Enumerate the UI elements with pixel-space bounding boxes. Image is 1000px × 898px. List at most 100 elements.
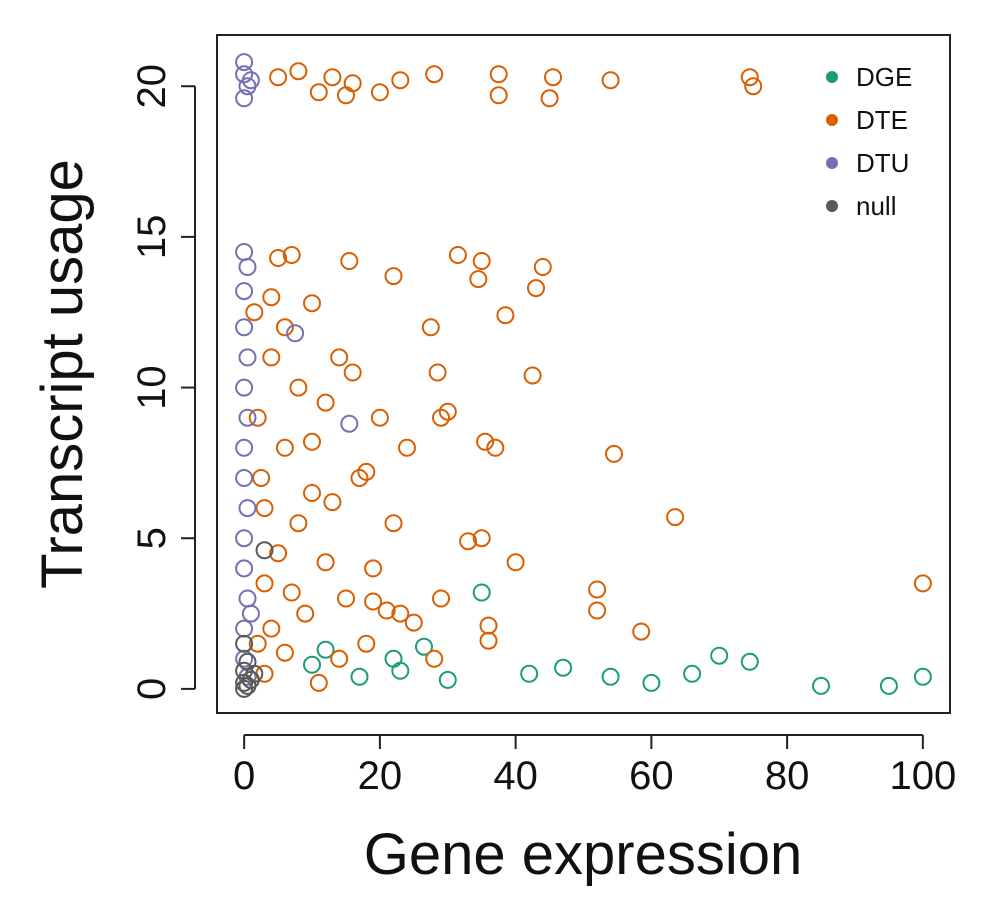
point-dge-2: [316, 640, 335, 659]
point-dte-65: [296, 604, 315, 623]
point-dte-77: [343, 363, 362, 382]
point-dge-6: [303, 655, 321, 674]
point-dte-74: [289, 514, 308, 533]
point-dtu-6: [238, 258, 257, 276]
point-dte-78: [357, 462, 376, 481]
point-dte-39: [479, 631, 498, 650]
y-tick-label-1: 5: [130, 527, 174, 549]
point-dge-1: [415, 637, 433, 656]
point-dte-81: [404, 613, 423, 632]
point-dte-30: [486, 438, 505, 457]
point-dte-71: [262, 348, 281, 367]
point-dte-62: [255, 499, 274, 518]
point-dtu-15: [235, 529, 254, 548]
point-dte-41: [459, 532, 478, 551]
point-dge-5: [740, 652, 759, 671]
point-dge-13: [438, 670, 457, 689]
point-dte-5: [391, 71, 410, 90]
point-dte-53: [303, 294, 321, 313]
point-dte-9: [601, 71, 620, 90]
point-dtu-4: [241, 71, 260, 90]
point-dte-14: [309, 83, 328, 102]
point-dte-64: [282, 583, 301, 602]
point-dte-19: [527, 279, 545, 298]
point-dte-7: [489, 65, 508, 84]
y-axis-label: Transcript usage: [30, 159, 95, 589]
point-dte-35: [588, 580, 607, 599]
point-dte-2: [323, 68, 342, 87]
point-dte-12: [540, 89, 559, 108]
point-dte-76: [316, 393, 335, 412]
point-dte-43: [432, 589, 450, 608]
point-dte-48: [357, 634, 376, 653]
point-dte-37: [632, 622, 651, 641]
point-dte-31: [398, 438, 416, 457]
point-dte-79: [384, 514, 403, 533]
point-dge-8: [683, 664, 702, 683]
point-dge-11: [350, 667, 369, 686]
point-dte-61: [337, 589, 355, 608]
point-dte-20: [469, 270, 488, 289]
x-tick-label-4: 80: [765, 754, 810, 798]
x-tick-label-1: 20: [358, 754, 403, 798]
point-dge-14: [520, 664, 539, 683]
point-dte-8: [544, 68, 562, 87]
point-dte-38: [479, 616, 498, 635]
point-dtu-22: [340, 414, 359, 433]
point-dtu-16: [235, 559, 254, 578]
point-dte-4: [370, 83, 389, 102]
point-dge-9: [601, 667, 620, 686]
legend: DGE DTE DTU null: [826, 62, 912, 221]
point-dte-51: [370, 408, 389, 427]
point-dte-27: [432, 408, 450, 427]
point-dte-23: [496, 306, 515, 325]
point-dte-11: [744, 77, 763, 96]
point-dte-16: [448, 246, 467, 264]
point-dte-10: [740, 68, 759, 87]
point-dtu-11: [238, 408, 257, 427]
point-dtu-17: [238, 589, 257, 608]
point-dge-16: [812, 676, 830, 695]
x-tick-label-3: 60: [629, 754, 674, 798]
point-dte-13: [489, 86, 508, 105]
point-dtu-3: [235, 89, 254, 108]
x-axis-label: Gene expression: [364, 822, 802, 887]
point-dge-12: [913, 667, 932, 686]
x-tick-label-2: 40: [493, 754, 538, 798]
point-dtu-13: [235, 469, 254, 487]
point-null-7: [235, 679, 254, 698]
point-dte-28: [438, 402, 457, 421]
x-tick-label-0: 0: [233, 754, 255, 798]
point-dte-75: [303, 432, 321, 451]
point-dte-70: [248, 408, 267, 427]
y-tick-label-3: 15: [130, 215, 174, 259]
point-dte-52: [330, 348, 349, 367]
point-dge-17: [879, 676, 898, 695]
point-dtu-14: [238, 499, 257, 518]
point-dtu-9: [238, 348, 257, 367]
point-dtu-5: [235, 243, 254, 261]
point-dte-44: [391, 604, 410, 623]
legend-marker-null: [826, 200, 838, 212]
point-dte-29: [476, 432, 495, 451]
point-dte-59: [303, 484, 321, 502]
y-tick-label-2: 10: [130, 365, 174, 410]
point-dte-33: [666, 508, 685, 527]
point-dte-67: [275, 643, 294, 662]
point-dge-7: [554, 658, 573, 677]
legend-label-null: null: [856, 191, 896, 221]
point-null-2: [238, 652, 257, 671]
point-dte-18: [533, 258, 552, 276]
point-dtu-23: [241, 604, 260, 623]
point-dte-15: [337, 86, 355, 105]
point-dte-47: [377, 601, 396, 620]
point-dte-24: [421, 318, 440, 337]
point-dte-66: [262, 619, 281, 638]
point-dte-80: [364, 559, 383, 578]
point-dte-85: [252, 469, 271, 487]
point-dte-56: [262, 288, 281, 307]
point-dte-32: [605, 444, 623, 463]
point-dtu-21: [286, 324, 305, 343]
point-dte-46: [364, 592, 383, 611]
